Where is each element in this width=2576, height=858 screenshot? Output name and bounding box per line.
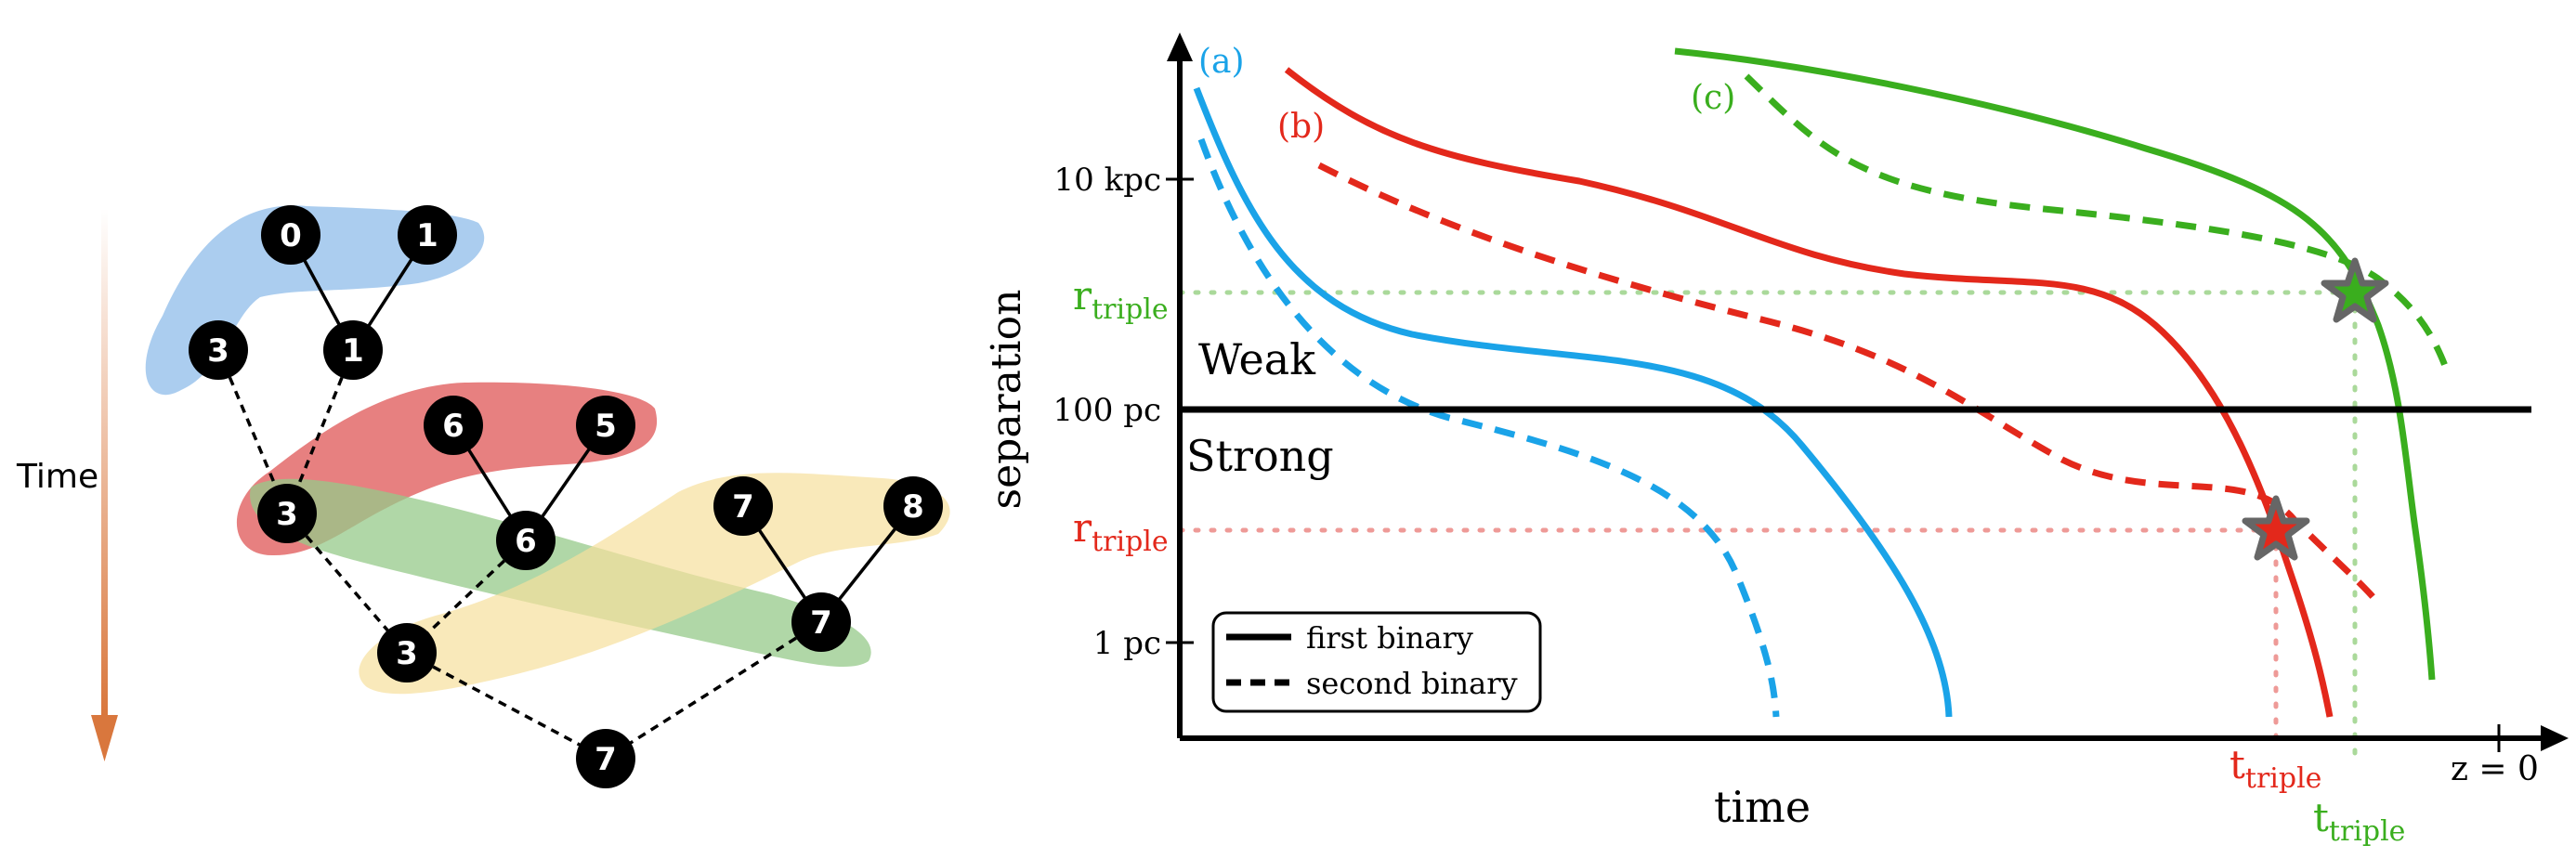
- curve-a-first-binary: [1193, 86, 1953, 718]
- region-weak-label: Weak: [1198, 334, 1316, 384]
- x-axis-label: time: [1714, 782, 1811, 832]
- curve-a-second-binary: [1197, 137, 1780, 718]
- ytick-100pc: 100 pc: [1053, 392, 1161, 429]
- tree-node: 1: [323, 320, 383, 380]
- tree-node-label: 3: [207, 332, 229, 370]
- ytick-10kpc: 10 kpc: [1054, 162, 1161, 199]
- tree-node: 8: [883, 476, 943, 536]
- r-triple-base: r: [1073, 505, 1092, 551]
- y-axis-label: separation: [983, 290, 1030, 510]
- tree-node: 3: [257, 484, 317, 543]
- r-triple-sub: triple: [1092, 293, 1169, 326]
- time-arrow: [91, 209, 118, 761]
- case-label-a: (a): [1198, 43, 1245, 81]
- merger-tree: Time 0 1: [16, 205, 950, 788]
- case-label-b: (b): [1277, 108, 1325, 146]
- t-triple-label-green: ttriple: [2313, 795, 2405, 848]
- axis-ticks: [1166, 177, 2501, 752]
- tree-node: 7: [713, 476, 773, 536]
- tree-node: 6: [496, 511, 556, 570]
- tree-node: 5: [576, 396, 635, 455]
- time-label: Time: [16, 458, 98, 496]
- tree-node: 0: [261, 205, 320, 265]
- r-triple-sub: triple: [1092, 526, 1169, 558]
- star-marker-b: [2242, 495, 2310, 561]
- tree-node-label: 0: [280, 217, 302, 254]
- separation-plot: 10 kpc 100 pc 1 pc rtriple rtriple ttrip…: [983, 32, 2569, 848]
- legend: first binary second binary: [1211, 611, 1542, 713]
- tree-node: 7: [791, 592, 851, 652]
- tree-node-label: 7: [732, 488, 754, 526]
- tree-node-label: 3: [396, 635, 418, 672]
- legend-second-binary: second binary: [1306, 666, 1518, 701]
- r-triple-label-green: rtriple: [1073, 273, 1169, 326]
- tree-node-label: 7: [595, 741, 617, 778]
- yellow-group-highlight: [359, 473, 950, 695]
- region-strong-label: Strong: [1186, 431, 1334, 481]
- t-triple-base: t: [2313, 795, 2329, 840]
- tree-node-label: 1: [416, 217, 438, 254]
- tree-node-label: 8: [902, 488, 924, 526]
- t-triple-label-red: ttriple: [2229, 742, 2321, 795]
- tree-node-label: 6: [515, 523, 537, 560]
- tree-node: 3: [377, 623, 437, 682]
- t-triple-sub: triple: [2245, 762, 2322, 795]
- plot-axes: [1167, 32, 2569, 751]
- tree-node: 6: [424, 396, 483, 455]
- reference-lines: [1177, 290, 2358, 757]
- tree-node: 7: [576, 729, 635, 788]
- star-marker-c: [2321, 257, 2389, 323]
- r-triple-base: r: [1073, 273, 1092, 318]
- legend-first-binary: first binary: [1306, 620, 1473, 656]
- tree-node: 1: [398, 205, 457, 265]
- curve-b-first-binary: [1284, 67, 2334, 718]
- ytick-1pc: 1 pc: [1093, 625, 1161, 662]
- curve-c-second-binary: [1744, 73, 2452, 375]
- z-zero-label: z = 0: [2451, 750, 2539, 788]
- tree-node-label: 1: [342, 332, 364, 370]
- case-label-c: (c): [1691, 79, 1735, 117]
- r-triple-label-red: rtriple: [1073, 505, 1169, 558]
- tree-node-label: 7: [810, 604, 832, 642]
- tree-node: 3: [189, 320, 248, 380]
- tree-node-label: 3: [276, 496, 298, 533]
- t-triple-sub: triple: [2329, 815, 2406, 848]
- blue-group-highlight: [145, 205, 485, 396]
- t-triple-base: t: [2229, 742, 2245, 787]
- tree-node-label: 6: [442, 408, 464, 445]
- curve-c-first-binary: [1674, 47, 2436, 681]
- tree-node-label: 5: [595, 408, 617, 445]
